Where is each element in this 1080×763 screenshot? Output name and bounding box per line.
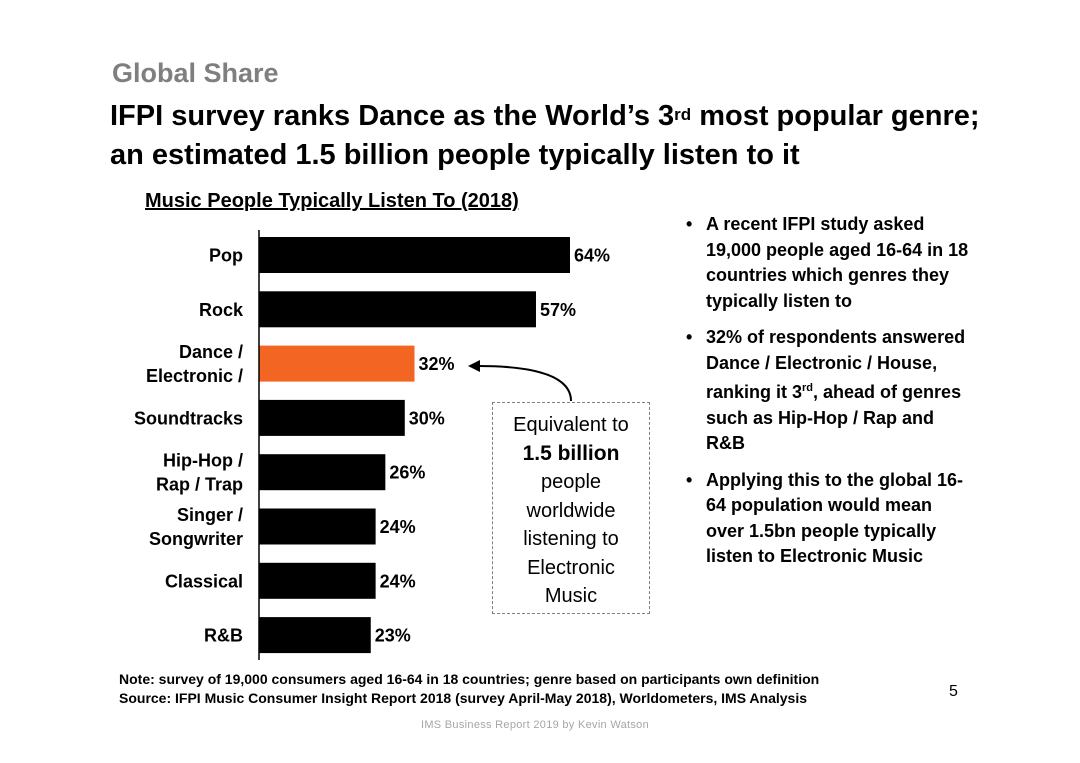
value-label: 26% [389,463,425,483]
slide-kicker: Global Share [112,58,279,88]
bars-layer: 64% Pop 57% Rock 32% Dance / Electronic / 30% So… [134,230,610,660]
callout-line: Equivalent to [513,414,629,436]
category-label: Songwriter [149,529,243,549]
value-label: 24% [380,571,416,591]
value-label: 23% [375,626,411,646]
arrow-head [468,360,480,372]
callout-line: people [540,471,602,493]
category-label: Pop [209,246,243,266]
value-label: 30% [409,408,445,428]
category-label: R&B [204,626,243,646]
bullet-list: A recent IFPI study asked 19,000 people … [684,212,974,581]
bullet-item: 32% of respondents answered Dance / Elec… [684,325,974,457]
callout-arrow [468,360,572,402]
page-number: 5 [949,683,958,700]
chart-title: Music People Typically Listen To (2018) [145,190,519,212]
bar-6 [259,562,376,599]
callout-line: Electronic [527,556,615,579]
callout-box: Equivalent to 1.5 billion people worldwi… [492,402,650,614]
category-label: Classical [165,571,243,591]
value-label: 64% [574,246,610,266]
headline-superscript: rd [674,105,692,124]
category-label: Singer / [177,505,243,525]
arrow-path [477,365,572,402]
footnote: Note: survey of 19,000 consumers aged 16… [119,670,929,708]
bullet-text: A recent IFPI study asked 19,000 people … [706,214,969,311]
category-label: Dance / [179,342,243,362]
bar-7 [259,617,371,654]
callout-line: Music [544,585,598,607]
bullet-item: A recent IFPI study asked 19,000 people … [684,212,974,314]
bullet-text: Applying this to the global 16-64 popula… [706,469,964,567]
callout-highlight: 1.5 billion [522,441,620,465]
category-label: Rap / Trap [156,475,243,495]
bullet-text: , ahead of genres such as Hip-Hop / Rap … [706,382,962,453]
bar-5 [259,508,376,545]
report-credit: IMS Business Report 2019 by Kevin Watson [420,719,650,731]
footnote-source: Source: IFPI Music Consumer Insight Repo… [119,690,808,706]
category-label: Soundtracks [134,408,243,428]
value-label: 32% [419,354,455,374]
bar-3 [259,399,405,436]
footnote-note: Note: survey of 19,000 consumers aged 16… [119,671,820,687]
value-label: 24% [380,517,416,537]
value-label: 57% [540,300,576,320]
bar-2 [259,345,415,382]
bar-4 [259,454,386,491]
slide-headline: IFPI survey ranks Dance as the World’s 3… [110,97,1010,175]
callout-line: listening to [523,528,619,550]
bullet-text: 32% of respondents answered Dance / Elec… [706,327,966,402]
headline-part2: most popular genre; an estimated 1.5 bil… [110,100,980,171]
category-label: Rock [199,300,244,320]
category-label: Hip-Hop / [163,451,243,471]
bullet-superscript: rd [802,382,814,394]
callout-line: worldwide [526,499,616,522]
bar-0 [259,237,570,273]
headline-part1: IFPI survey ranks Dance as the World’s 3 [110,100,675,132]
bar-1 [259,291,536,328]
bullet-item: Applying this to the global 16-64 popula… [684,468,974,570]
category-label: Electronic / [146,366,243,386]
